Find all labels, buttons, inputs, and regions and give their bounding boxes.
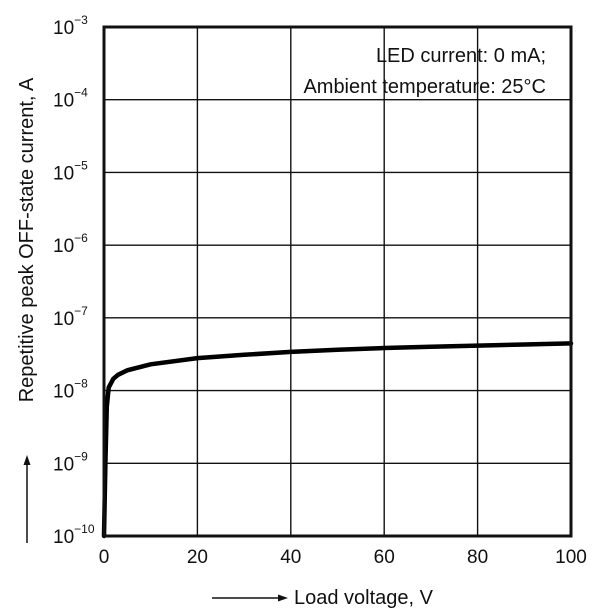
y-tick-exponent: −10: [74, 522, 95, 536]
annotation-box: LED current: 0 mA; Ambient temperature: …: [303, 45, 546, 98]
data-series: [101, 341, 574, 539]
x-axis-title-group: Load voltage, V: [212, 587, 434, 609]
y-tick-base: 10: [53, 527, 74, 548]
grid-lines: [103, 26, 572, 537]
y-tick-base: 10: [53, 382, 74, 403]
plot-frame: [102, 25, 573, 538]
annotation-led-current: LED current: 0 mA;: [376, 45, 546, 67]
annotation-ambient-temperature: Ambient temperature: 25°C: [303, 76, 546, 98]
y-tick-exponent: −4: [74, 86, 88, 100]
y-axis-arrow-head: [23, 455, 31, 465]
y-tick-label-3: 10−6: [53, 231, 88, 257]
series-line-0: [101, 341, 574, 539]
y-tick-exponent: −3: [74, 13, 88, 27]
y-axis-title-group: Repetitive peak OFF-state current, A: [16, 77, 38, 543]
y-axis-title: Repetitive peak OFF-state current, A: [16, 77, 38, 402]
x-tick-label-3: 60: [374, 547, 395, 568]
y-tick-label-6: 10−9: [53, 449, 88, 475]
y-tick-exponent: −5: [74, 158, 88, 172]
y-tick-exponent: −8: [74, 377, 88, 391]
x-tick-label-4: 80: [467, 547, 488, 568]
y-tick-labels: 10−310−410−510−610−710−810−910−10: [53, 13, 95, 548]
y-tick-base: 10: [53, 454, 74, 475]
y-tick-base: 10: [53, 91, 74, 112]
y-tick-label-0: 10−3: [53, 13, 88, 39]
x-axis-title: Load voltage, V: [294, 587, 434, 609]
y-tick-label-5: 10−8: [53, 377, 88, 403]
y-tick-base: 10: [53, 163, 74, 184]
y-tick-label-2: 10−5: [53, 158, 88, 184]
y-tick-label-7: 10−10: [53, 522, 95, 548]
y-tick-exponent: −6: [74, 231, 88, 245]
x-tick-label-1: 20: [187, 547, 208, 568]
y-tick-exponent: −7: [74, 304, 88, 318]
x-tick-labels: 0 20 40 60 80 100: [99, 547, 587, 568]
x-tick-label-5: 100: [555, 547, 587, 568]
y-tick-base: 10: [53, 236, 74, 257]
y-tick-base: 10: [53, 18, 74, 39]
x-tick-label-2: 40: [280, 547, 301, 568]
y-tick-base: 10: [53, 309, 74, 330]
x-tick-label-0: 0: [99, 547, 110, 568]
y-tick-label-1: 10−4: [53, 86, 88, 112]
y-tick-label-4: 10−7: [53, 304, 88, 330]
y-tick-exponent: −9: [74, 449, 88, 463]
x-axis-arrow-head: [278, 594, 288, 602]
